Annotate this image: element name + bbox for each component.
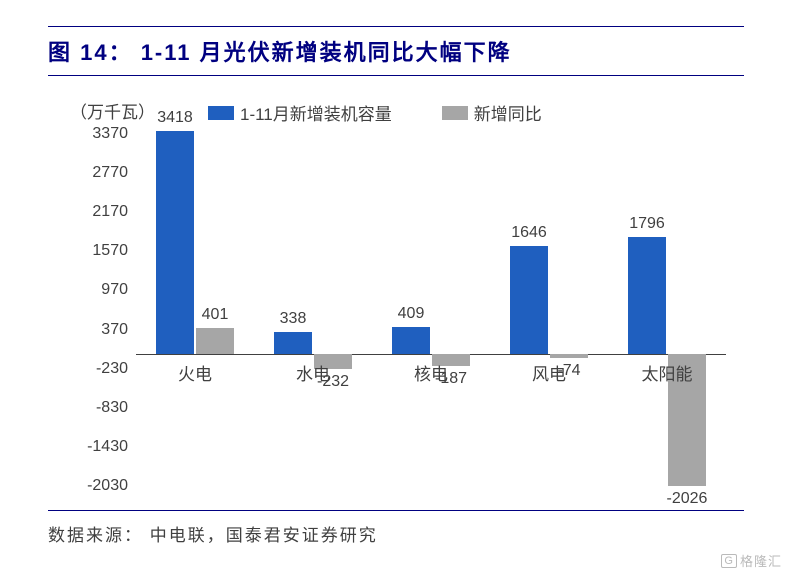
bar-series2	[550, 354, 588, 359]
watermark-icon: G	[721, 554, 737, 568]
legend: 1-11月新增装机容量 新增同比	[208, 100, 542, 125]
category-label: 水电	[268, 360, 358, 385]
bar-value-label: 409	[376, 305, 446, 323]
watermark: G 格隆汇	[721, 551, 782, 570]
y-tick: 3370	[92, 125, 128, 143]
y-tick: 970	[101, 281, 128, 299]
watermark-text: 格隆汇	[740, 551, 782, 570]
zero-axis-line	[136, 354, 726, 356]
legend-item-series2: 新增同比	[442, 100, 542, 125]
bar-series1	[392, 327, 430, 354]
legend-label-series2: 新增同比	[474, 100, 542, 125]
y-tick: -1430	[87, 438, 128, 456]
category-label: 太阳能	[622, 360, 712, 385]
category-label: 风电	[504, 360, 594, 385]
y-tick: -2030	[87, 477, 128, 495]
bar-value-label: 3418	[140, 109, 210, 127]
bar-value-label: 1796	[612, 215, 682, 233]
bar-series1	[510, 246, 548, 353]
y-tick: -830	[96, 399, 128, 417]
category-label: 核电	[386, 360, 476, 385]
legend-label-series1: 1-11月新增装机容量	[240, 100, 392, 125]
bar-value-label: 338	[258, 310, 328, 328]
bar-series1	[274, 332, 312, 354]
bar-value-label: -2026	[652, 490, 722, 508]
y-tick: 2170	[92, 203, 128, 221]
legend-item-series1: 1-11月新增装机容量	[208, 100, 392, 125]
chart-title: 图 14： 1-11 月光伏新增装机同比大幅下降	[48, 35, 744, 67]
y-tick: 1570	[92, 242, 128, 260]
source-text: 数据来源： 中电联，国泰君安证券研究	[48, 510, 744, 546]
bar-value-label: 401	[180, 306, 250, 324]
bar-series2	[196, 328, 234, 354]
category-label: 火电	[150, 360, 240, 385]
chart-plot-area: 3370277021701570970370-230-830-1430-2030…	[136, 134, 726, 486]
swatch-series1	[208, 106, 234, 120]
chart: （万千瓦） 1-11月新增装机容量 新增同比 33702770217015709…	[48, 94, 744, 504]
y-tick: -230	[96, 360, 128, 378]
swatch-series2	[442, 106, 468, 120]
title-bar: 图 14： 1-11 月光伏新增装机同比大幅下降	[48, 26, 744, 76]
y-tick: 370	[101, 321, 128, 339]
bar-value-label: 1646	[494, 224, 564, 242]
bar-series1	[628, 237, 666, 354]
y-tick: 2770	[92, 164, 128, 182]
